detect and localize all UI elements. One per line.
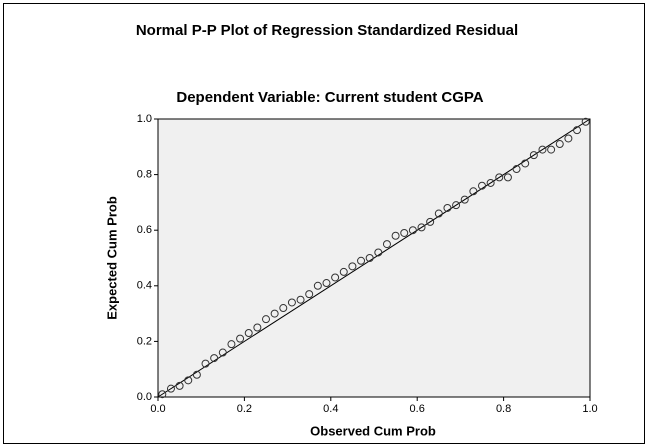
- point: [495, 173, 504, 182]
- point: [331, 273, 340, 282]
- point: [270, 309, 279, 318]
- point: [218, 348, 227, 357]
- point: [460, 195, 469, 204]
- point: [192, 370, 201, 379]
- point: [417, 223, 426, 232]
- point: [262, 315, 270, 324]
- point: [581, 117, 590, 126]
- x-tick-label: 1.0: [582, 403, 597, 415]
- x-tick-label: 0.2: [237, 403, 252, 415]
- point: [529, 151, 538, 160]
- y-axis-label: Expected Cum Prob: [104, 196, 119, 320]
- point: [382, 240, 391, 249]
- point: [339, 267, 348, 276]
- x-tick-label: 0.8: [496, 403, 511, 415]
- point: [305, 290, 314, 299]
- point: [547, 145, 556, 154]
- point: [408, 226, 417, 235]
- point: [434, 209, 443, 218]
- point: [555, 140, 564, 149]
- point: [521, 159, 530, 168]
- y-tick-label: 1.0: [137, 113, 152, 125]
- point: [400, 228, 409, 237]
- point: [236, 334, 245, 343]
- point: [287, 298, 296, 307]
- chart-title: Normal P-P Plot of Regression Standardiz…: [136, 22, 518, 39]
- point: [486, 178, 495, 187]
- point: [184, 376, 193, 385]
- point: [538, 145, 547, 154]
- point: [564, 134, 573, 143]
- y-tick-label: 0.0: [137, 391, 152, 403]
- point: [166, 384, 175, 393]
- point: [210, 354, 219, 363]
- point: [374, 248, 383, 257]
- point: [227, 340, 236, 349]
- y-tick-label: 0.6: [137, 224, 152, 236]
- y-tick-label: 0.8: [137, 169, 152, 181]
- point: [279, 304, 288, 313]
- point: [443, 203, 452, 212]
- point: [503, 173, 512, 182]
- point: [573, 126, 582, 135]
- point: [158, 390, 167, 399]
- x-tick-label: 0.4: [323, 403, 338, 415]
- x-axis-label: Observed Cum Prob: [310, 423, 436, 438]
- x-tick-label: 0.6: [410, 403, 425, 415]
- point: [175, 381, 184, 390]
- point: [244, 329, 253, 338]
- point: [452, 201, 461, 210]
- x-tick-label: 0.0: [150, 403, 165, 415]
- point: [296, 295, 305, 304]
- point: [469, 187, 478, 196]
- point: [201, 359, 210, 368]
- point: [478, 181, 486, 190]
- y-tick-label: 0.2: [137, 335, 152, 347]
- point: [313, 281, 322, 290]
- point: [348, 262, 357, 271]
- point: [365, 254, 374, 262]
- point: [253, 323, 262, 332]
- point: [322, 279, 331, 288]
- point: [426, 217, 435, 226]
- chart-subtitle: Dependent Variable: Current student CGPA: [176, 89, 483, 106]
- point: [512, 165, 521, 174]
- point: [391, 231, 400, 240]
- y-tick-label: 0.4: [137, 280, 152, 292]
- point: [357, 256, 366, 265]
